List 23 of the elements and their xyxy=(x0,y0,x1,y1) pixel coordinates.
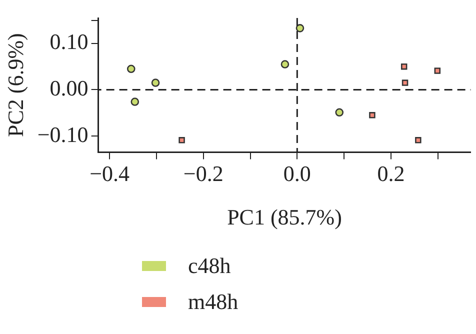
x-axis-title: PC1 (85.7%) xyxy=(227,204,342,230)
legend-label: m48h xyxy=(188,289,238,315)
y-tick-label: −0.10 xyxy=(37,122,88,147)
point xyxy=(400,63,408,70)
x-tick-label: 0.2 xyxy=(377,161,405,186)
y-tick-label: 0.10 xyxy=(50,29,88,54)
point xyxy=(402,80,408,86)
legend-label: c48h xyxy=(188,253,231,279)
point xyxy=(296,24,304,32)
y-axis-title: PC2 (6.9%) xyxy=(2,33,28,138)
point xyxy=(130,98,140,106)
point xyxy=(434,68,441,74)
point xyxy=(415,137,422,144)
x-tick-label: 0.0 xyxy=(283,161,311,186)
point xyxy=(335,108,344,117)
point xyxy=(178,137,185,144)
x-tick-label: −0.4 xyxy=(90,161,130,186)
point xyxy=(280,60,290,68)
point xyxy=(126,64,136,74)
y-tick-label: 0.00 xyxy=(50,76,88,101)
point xyxy=(369,112,376,118)
x-tick-label: −0.2 xyxy=(183,161,224,186)
point xyxy=(151,78,160,87)
